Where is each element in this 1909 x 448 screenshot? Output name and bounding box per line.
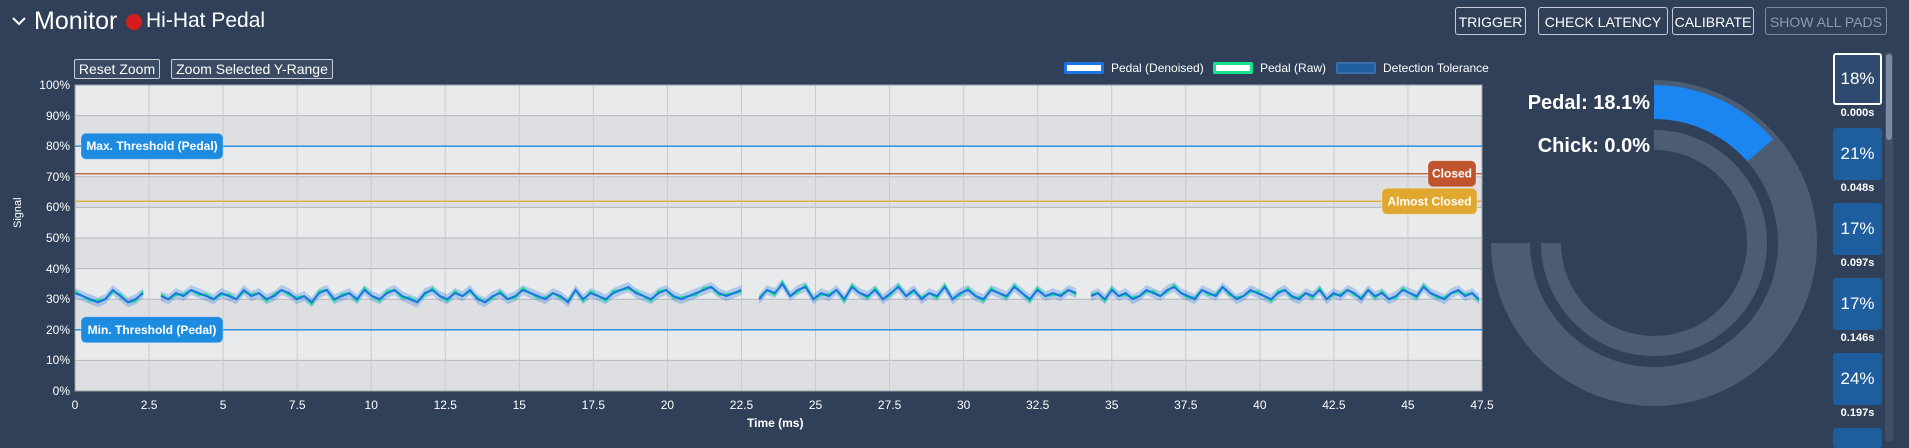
plot-band (75, 207, 1482, 238)
x-tick-label: 22.5 (729, 398, 754, 412)
threshold-badge (80, 132, 224, 160)
x-tick-label: 7.5 (288, 398, 306, 412)
hit-tile[interactable]: 17% (1833, 278, 1882, 330)
x-tick-label: 20 (660, 398, 675, 412)
x-tick-label: 30 (956, 398, 971, 412)
y-tick-label: 30% (45, 292, 70, 307)
legend-denoised-label[interactable]: Pedal (Denoised) (1111, 61, 1204, 75)
pad-name: Hi-Hat Pedal (146, 9, 266, 32)
denoised-series-line (1090, 285, 1480, 301)
legend-raw-label[interactable]: Pedal (Raw) (1260, 61, 1327, 75)
hit-tile-value: 17% (1840, 219, 1875, 238)
hit-tile-value: 24% (1840, 369, 1875, 388)
threshold-badge (80, 316, 224, 344)
y-tick-label: 80% (45, 139, 70, 154)
plot-band (75, 329, 1482, 361)
plot-band (75, 238, 1482, 269)
x-tick-label: 17.5 (581, 398, 606, 412)
hit-tile-value: 21% (1840, 144, 1875, 163)
check-latency-button[interactable]: CHECK LATENCY (1538, 7, 1668, 35)
threshold-badge-label: Almost Closed (1387, 194, 1471, 208)
threshold-badge-label: Max. Threshold (Pedal) (86, 139, 217, 153)
pad-status-dot (126, 14, 142, 30)
calibrate-button[interactable]: CALIBRATE (1672, 7, 1754, 35)
x-axis-title: Time (ms) (747, 416, 804, 430)
hit-tile-time: 0.146s (1840, 332, 1875, 344)
threshold-badge (1427, 160, 1477, 188)
y-tick-label: 50% (45, 231, 70, 245)
plot-border (74, 84, 1483, 392)
x-tick-label: 25 (808, 398, 823, 412)
section-title: Monitor (34, 7, 118, 35)
legend-swatch-tolerance (1336, 62, 1376, 74)
x-tick-label: 2.5 (140, 398, 158, 412)
x-tick-label: 40 (1253, 398, 1267, 412)
plot-band (75, 115, 1482, 147)
denoised-series-line (74, 288, 144, 304)
hit-tile[interactable]: 24% (1833, 353, 1882, 405)
threshold-badge-label: Closed (1432, 167, 1472, 181)
hit-tile-value: 17% (1840, 294, 1875, 313)
plot-band (75, 146, 1482, 177)
reset-zoom-button[interactable]: Reset Zoom (74, 59, 160, 79)
x-tick-label: 35 (1105, 398, 1119, 412)
x-tick-label: 27.5 (877, 398, 902, 412)
x-tick-label: 10 (364, 398, 378, 412)
pedal-ring-fill (1654, 85, 1774, 162)
tiles-scrollbar-thumb[interactable] (1886, 54, 1892, 140)
x-tick-label: 47.5 (1470, 398, 1494, 412)
y-tick-label: 10% (45, 353, 70, 368)
detection-tolerance-band (759, 278, 1077, 305)
y-tick-label: 60% (45, 200, 70, 215)
x-tick-label: 15 (512, 398, 526, 412)
threshold-badge (1381, 187, 1478, 215)
y-tick-label: 100% (39, 78, 70, 92)
x-tick-label: 0 (71, 398, 79, 412)
plot-band (75, 176, 1482, 208)
x-tick-label: 12.5 (433, 398, 457, 412)
chevron-down-icon[interactable] (10, 12, 28, 30)
plot-band (75, 85, 1482, 116)
zoom-selected-y-range-button[interactable]: Zoom Selected Y-Range (171, 59, 333, 79)
x-tick-label: 32.5 (1025, 398, 1050, 412)
trigger-button[interactable]: TRIGGER (1455, 7, 1526, 35)
y-tick-label: 70% (45, 169, 70, 184)
tiles-scrollbar[interactable] (1885, 52, 1893, 442)
chick-ring-track (1541, 130, 1767, 356)
plot-band (75, 299, 1482, 330)
monitor-header: Monitor Hi-Hat Pedal TRIGGER CHECK LATEN… (0, 0, 1909, 44)
hit-tile[interactable]: 17% (1833, 203, 1882, 255)
hit-tile-time: 0.197s (1840, 407, 1875, 419)
threshold-badge-label: Min. Threshold (Pedal) (88, 323, 217, 337)
legend-tolerance-label[interactable]: Detection Tolerance (1383, 61, 1489, 75)
denoised-series-line (758, 282, 1077, 301)
hit-tile-time: 0.048s (1840, 182, 1875, 194)
y-tick-label: 0% (52, 384, 70, 398)
x-tick-label: 5 (219, 398, 227, 412)
x-tick-label: 37.5 (1174, 398, 1198, 412)
chick-gauge-label: Chick: 0.0% (1537, 135, 1650, 157)
pedal-gauge-label: Pedal: 18.1% (1527, 92, 1650, 114)
x-tick-label: 42.5 (1322, 398, 1346, 412)
y-tick-label: 40% (45, 261, 70, 276)
denoised-series-line (160, 285, 742, 304)
hit-tile-value: 18% (1840, 69, 1875, 88)
hit-tile[interactable]: 18% (1833, 53, 1882, 105)
hit-tile-time: 0.097s (1840, 257, 1875, 269)
show-all-pads-button[interactable]: SHOW ALL PADS (1765, 7, 1887, 35)
legend-swatch-denoised (1064, 62, 1104, 74)
hit-tile[interactable]: 21% (1833, 128, 1882, 180)
plot-band (75, 360, 1482, 391)
y-tick-label: 20% (45, 322, 70, 337)
hit-tile-time: 0.000s (1840, 107, 1875, 119)
legend-swatch-raw (1213, 62, 1253, 74)
outer-ring-track (1491, 80, 1817, 406)
x-tick-label: 45 (1401, 398, 1415, 412)
hit-tile[interactable] (1833, 428, 1882, 448)
y-tick-label: 90% (45, 108, 70, 123)
